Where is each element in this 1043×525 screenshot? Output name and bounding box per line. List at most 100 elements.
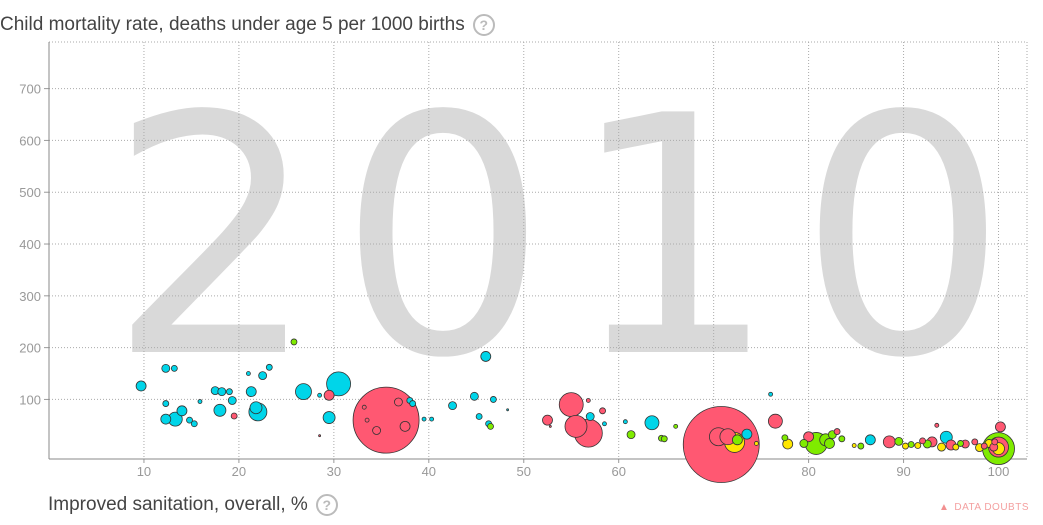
year-watermark: 2010 [108,46,1028,430]
bubble-asia[interactable] [548,424,552,428]
bubble-africa[interactable] [217,387,227,397]
bubble-asia[interactable] [995,421,1006,433]
bubble-africa[interactable] [475,413,483,420]
bubble-africa[interactable] [170,364,178,372]
bubble-africa[interactable] [295,383,312,401]
bubble-americas[interactable] [731,434,743,446]
bubble-asia[interactable] [767,413,783,429]
bubble-americas[interactable] [290,338,298,346]
bubble-africa[interactable] [245,386,257,398]
bubble-americas[interactable] [894,436,904,446]
bubble-asia[interactable] [230,412,238,420]
bubble-africa[interactable] [506,408,510,412]
bubble-asia[interactable] [599,407,606,415]
bubble-europe[interactable] [902,442,909,450]
bubble-africa[interactable] [265,363,273,371]
bubble-africa[interactable] [644,415,660,431]
bubble-africa[interactable] [489,396,497,403]
bubble-africa[interactable] [326,371,352,397]
x-tick-label: 30 [327,464,341,479]
bubble-asia[interactable] [361,404,367,410]
y-tick-label: 300 [19,289,41,304]
bubble-asia[interactable] [833,428,841,435]
bubble-asia[interactable] [564,414,588,438]
bubble-americas[interactable] [626,430,636,440]
bubble-africa[interactable] [409,400,417,407]
bubble-asia[interactable] [558,392,584,418]
bubble-asia[interactable] [882,435,896,449]
bubble-africa[interactable] [190,420,198,428]
bubble-africa[interactable] [421,416,427,422]
bubble-americas[interactable] [660,435,668,443]
y-tick-label: 700 [19,82,41,97]
bubble-asia[interactable] [318,434,322,438]
bubble-africa[interactable] [135,380,147,392]
x-tick-label: 100 [988,464,1010,479]
bubble-americas[interactable] [857,442,865,450]
bubble-asia[interactable] [394,397,403,407]
bubble-africa[interactable] [227,396,237,405]
bubble-asia[interactable] [991,438,999,446]
bubble-africa[interactable] [245,371,251,376]
bubble-africa[interactable] [249,401,263,415]
bubble-africa[interactable] [602,421,607,427]
bubble-africa[interactable] [160,413,172,425]
bubble-africa[interactable] [322,411,336,424]
bubble-americas[interactable] [907,441,915,448]
bubble-asia[interactable] [934,422,940,428]
bubble-europe[interactable] [753,441,759,446]
y-axis-title[interactable]: Child mortality rate, deaths under age 5… [0,14,495,36]
bubble-americas[interactable] [957,440,964,447]
bubble-asia[interactable] [542,414,553,426]
bubble-americas[interactable] [838,435,846,443]
bubble-asia[interactable] [585,398,591,403]
bubble-americas[interactable] [824,438,835,449]
bubble-asia[interactable] [372,426,381,435]
x-axis-title[interactable]: Improved sanitation, overall, % ? [48,494,338,516]
x-tick-label: 80 [801,464,815,479]
bubble-africa[interactable] [213,403,227,417]
bubble-africa[interactable] [186,416,193,424]
bubble-africa[interactable] [162,400,170,407]
bubble-americas[interactable] [799,439,809,448]
bubble-europe[interactable] [914,442,922,449]
bubble-asia[interactable] [399,420,411,432]
bubble-africa[interactable] [317,392,323,398]
bubble-africa[interactable] [585,412,595,421]
bubble-americas[interactable] [673,423,679,429]
x-axis-help-icon[interactable]: ? [315,494,338,516]
bubble-asia[interactable] [919,437,926,445]
y-axis-title-text[interactable]: Child mortality rate, deaths under age 5… [0,14,465,35]
axes: 1020304050607080901001002003004005006007… [19,42,1027,479]
bubble-africa[interactable] [768,391,774,397]
bubble-asia[interactable] [352,386,420,454]
bubble-africa[interactable] [226,388,233,396]
bubble-africa[interactable] [864,434,876,446]
y-tick-label: 500 [19,185,41,200]
y-axis-help-icon[interactable]: ? [472,14,495,36]
bubble-africa[interactable] [469,391,479,401]
bubble-europe[interactable] [851,443,857,448]
bubble-africa[interactable] [480,351,492,362]
bubble-africa[interactable] [197,399,203,404]
bubble-africa[interactable] [448,401,457,411]
bubble-asia[interactable] [364,417,370,423]
bubble-americas[interactable] [487,422,494,430]
x-axis-title-text[interactable]: Improved sanitation, overall, % [48,494,308,515]
bubble-americas[interactable] [781,434,789,442]
bubble-africa[interactable] [258,371,268,381]
y-tick-label: 400 [19,237,41,252]
bubble-africa[interactable] [622,419,628,425]
bubble-asia[interactable] [803,431,815,443]
bubble-africa[interactable] [161,363,171,373]
data-doubts-link[interactable]: ▲ DATA DOUBTS [939,502,1029,513]
bubble-asia[interactable] [323,389,335,401]
bubble-africa[interactable] [176,405,188,417]
bubble-asia[interactable] [971,438,979,446]
bubble-europe[interactable] [937,442,946,452]
bubble-asia[interactable] [980,442,988,450]
bubble-africa[interactable] [741,428,753,440]
bubble-africa[interactable] [429,416,435,422]
bubble-europe[interactable] [952,443,960,451]
